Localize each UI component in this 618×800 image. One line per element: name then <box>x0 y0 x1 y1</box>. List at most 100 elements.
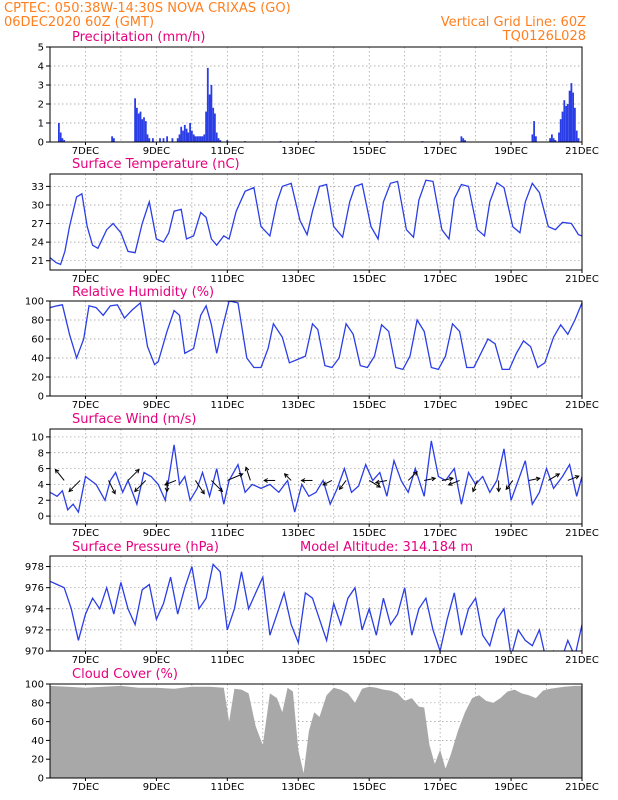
pres|4-xtick-label: 15DEC <box>352 655 386 666</box>
precip-bar <box>561 111 564 142</box>
temp|1-xtick-label: 21DEC <box>565 274 599 285</box>
wind-arrow-head <box>413 470 418 476</box>
wind-arrow <box>68 480 81 492</box>
wind-arrow <box>194 480 205 494</box>
wind|3-ytick-label: 8 <box>38 448 44 459</box>
wind-arrow <box>368 480 381 488</box>
header-run-time: 06DEC2020 60Z (GMT) <box>4 15 154 30</box>
rh|2-ytick-label: 40 <box>31 354 44 365</box>
temp|1-xtick-label: 19DEC <box>494 274 528 285</box>
temp|1-ytick-label: 33 <box>31 182 44 193</box>
precip-bar <box>552 138 555 142</box>
wind-arrow <box>339 480 347 490</box>
precipitation-panel: 0 1 2 3 4 5 7DEC 9DEC 11DEC 13DEC 15DEC 17DEC 19DEC 2… <box>38 43 599 158</box>
wind-arrow-head <box>555 473 561 478</box>
wind|3-ytick-label: 0 <box>38 512 44 523</box>
wind-arrow <box>211 480 223 492</box>
humidity-title: Relative Humidity (%) <box>72 285 214 300</box>
pres|4-ytick-label: 972 <box>25 625 44 636</box>
cloud|5-ytick-label: 0 <box>38 774 44 785</box>
precip-bar <box>210 85 213 142</box>
precip-bar <box>572 92 574 142</box>
temp|1-ytick-label: 27 <box>31 219 44 230</box>
wind-arrow-head <box>163 481 169 486</box>
wind-arrow-head <box>535 476 541 482</box>
precip-bar <box>198 136 200 142</box>
wind-arrow-head <box>134 487 139 493</box>
precip-frame <box>49 46 583 143</box>
wind-arrow <box>528 477 540 481</box>
wind-arrow <box>441 477 454 481</box>
temp|1-xtick-label: 7DEC <box>72 274 99 285</box>
rh-series-line <box>50 301 582 371</box>
precip-bar <box>63 140 66 142</box>
wind-arrow-head <box>505 485 511 491</box>
precip-bar <box>196 136 199 142</box>
precip-bar <box>460 136 463 142</box>
precip-bar <box>141 119 144 142</box>
precip-bar <box>570 83 573 142</box>
wind-arrow-head <box>300 478 306 483</box>
wind-arrow <box>567 475 579 481</box>
wind-arrow <box>448 479 460 486</box>
temp|1-xtick-label: 13DEC <box>281 274 315 285</box>
pres|4-ytick-label: 974 <box>25 604 44 615</box>
humidity-panel: 0 20 40 60 80 100 7DEC 9DEC 11DEC 13DEC 15DEC 17DEC… <box>25 297 599 412</box>
header-grid-note: Vertical Grid Line: 60Z <box>441 15 586 30</box>
wind|3-ytick-label: 2 <box>38 496 44 507</box>
precip-bar <box>563 100 566 142</box>
pres|4-ytick-label: 976 <box>25 583 44 594</box>
wind-arrow-head <box>574 475 580 480</box>
precip-bar <box>206 67 209 142</box>
precip-bar <box>462 138 465 142</box>
model-altitude-label: Model Altitude: 314.184 m <box>300 540 473 555</box>
wind-arrow-head <box>496 487 502 493</box>
cloud|5-ytick-label: 80 <box>31 698 44 709</box>
header-model-id: TQ0126L028 <box>502 29 586 44</box>
temp|1-ytick-label: 21 <box>31 256 44 267</box>
rh|2-xtick-label: 15DEC <box>352 400 386 411</box>
pressure-panel: 970 972 974 976 978 7DEC 9DEC 11DEC 13DEC 15DEC 17… <box>25 555 599 666</box>
rh|2-xtick-label: 21DEC <box>565 400 599 411</box>
cloud|5-xtick-label: 21DEC <box>565 782 599 793</box>
wind-arrow-head <box>200 489 205 495</box>
precip-bar <box>166 136 168 142</box>
precip-bar <box>565 105 567 142</box>
rh|2-ytick-label: 80 <box>31 316 44 327</box>
precip-bar <box>577 138 580 142</box>
precip-bar <box>159 138 161 142</box>
wind|3-ytick-label: 10 <box>31 432 44 443</box>
cloud|5-ytick-label: 20 <box>31 755 44 766</box>
wind-arrow-head <box>263 478 268 483</box>
cloud-area <box>50 685 582 778</box>
temp|1-ytick-label: 24 <box>31 238 44 249</box>
precip-bar <box>180 126 183 142</box>
precip-bar <box>137 113 140 142</box>
pres|4-xtick-label: 19DEC <box>494 655 528 666</box>
precip|0-ytick-label: 5 <box>38 43 44 54</box>
pres-series-line <box>50 563 582 651</box>
temp|1-xtick-label: 9DEC <box>143 274 170 285</box>
cloud|5-ytick-label: 100 <box>25 680 44 691</box>
wind-arrow-head <box>238 473 244 478</box>
wind|3-xtick-label: 19DEC <box>494 528 528 539</box>
cloud|5-xtick-label: 13DEC <box>281 782 315 793</box>
temp|1-xtick-label: 15DEC <box>352 274 386 285</box>
precip-bar <box>464 140 466 142</box>
wind-arrow-head <box>472 487 477 493</box>
wind-arrow-head <box>218 487 224 493</box>
wind-panel: 0 2 4 6 8 10 7DEC 9DEC 11DEC 13DEC 15DEC 17DEC 19DEC… <box>31 428 599 539</box>
wind-arrow-head <box>244 466 250 472</box>
precip-bar <box>215 132 218 142</box>
precip|0-xtick-label: 11DEC <box>210 146 244 157</box>
precip-bar <box>201 136 204 142</box>
precip-bar <box>551 134 553 142</box>
precip-bar <box>144 121 147 142</box>
rh|2-ytick-label: 20 <box>31 373 44 384</box>
precip-bar <box>531 134 534 142</box>
wind-arrow-head <box>135 468 140 474</box>
precip-bar <box>194 136 197 142</box>
precip-bar <box>59 132 62 142</box>
precip-bar <box>113 138 115 142</box>
